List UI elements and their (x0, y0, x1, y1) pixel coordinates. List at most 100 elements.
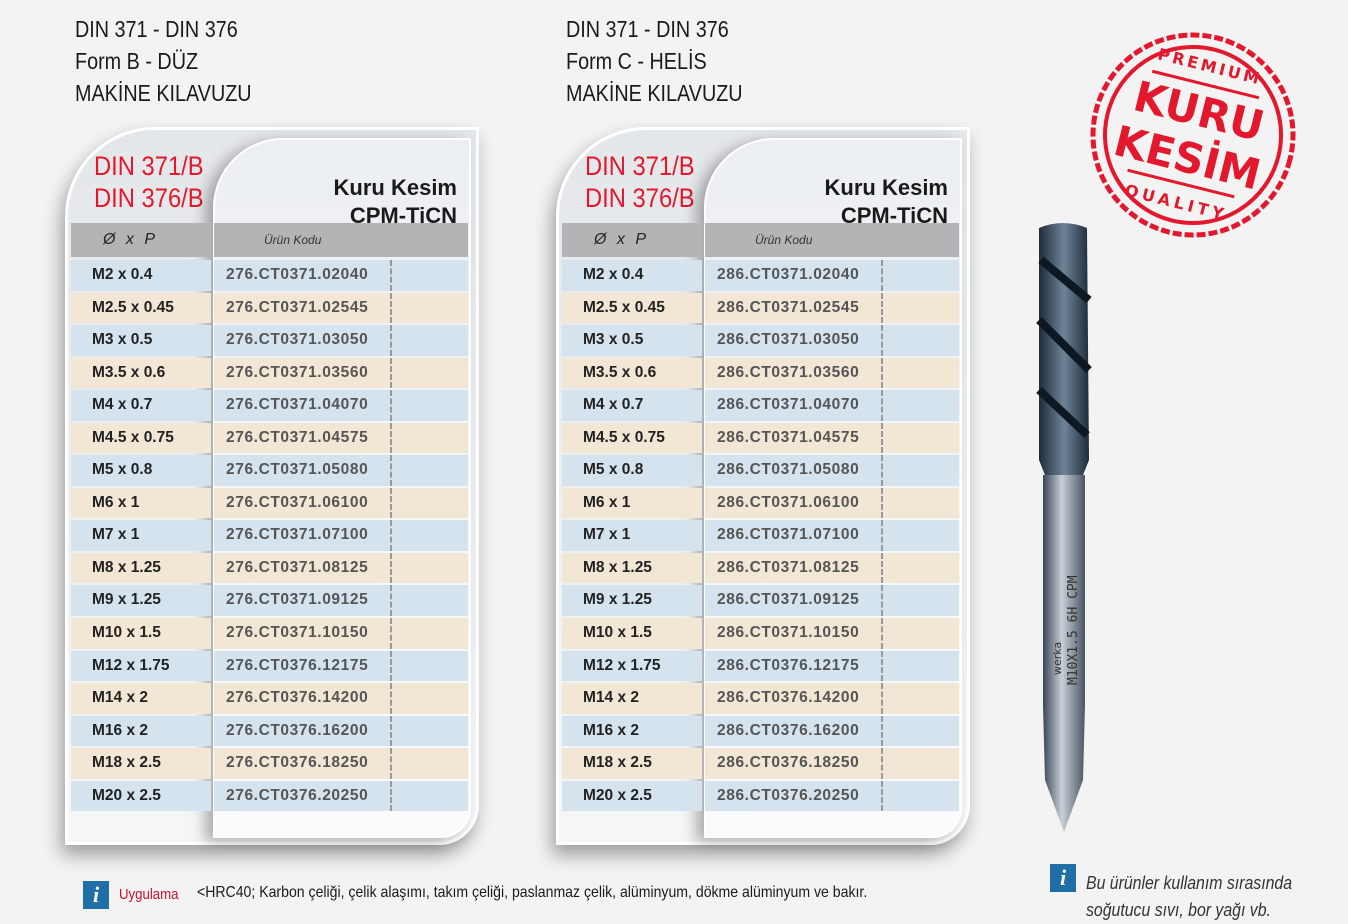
table-row: M5 x 0.8 286.CT0371.05080 (562, 455, 959, 486)
footer-label: Uygulama (119, 886, 179, 903)
table-row: M5 x 0.8 276.CT0371.05080 (71, 455, 468, 486)
coating-label: Kuru Kesim CPM-TiCN (825, 174, 948, 230)
table-row: M2 x 0.4 276.CT0371.02040 (71, 260, 468, 291)
table-row: M3 x 0.5 276.CT0371.03050 (71, 325, 468, 356)
empty-cell (883, 520, 959, 551)
empty-cell (392, 422, 468, 454)
column-header-code: Ürün Kodu (214, 223, 468, 257)
empty-cell (392, 292, 468, 324)
product-code-cell: 276.CT0371.03050 (214, 325, 392, 356)
empty-cell (883, 748, 959, 779)
table-row: M3.5 x 0.6 276.CT0371.03560 (71, 357, 468, 389)
side-note: Bu ürünler kullanım sırasında soğutucu s… (1086, 870, 1292, 924)
coating-line: Kuru Kesim (333, 175, 457, 200)
size-cell: M2.5 x 0.45 (562, 292, 702, 324)
table-row: M14 x 2 276.CT0376.14200 (71, 683, 468, 714)
table-row: M3.5 x 0.6 286.CT0371.03560 (562, 357, 959, 389)
table-row: M4 x 0.7 276.CT0371.04070 (71, 390, 468, 421)
product-code-cell: 276.CT0371.08125 (214, 552, 392, 584)
product-code-cell: 276.CT0371.09125 (214, 585, 392, 616)
size-cell: M10 x 1.5 (562, 618, 702, 649)
empty-cell (392, 650, 468, 682)
table-row: M12 x 1.75 276.CT0376.12175 (71, 650, 468, 682)
column-header-size: Ø x P (71, 223, 211, 257)
size-cell: M16 x 2 (562, 715, 702, 747)
empty-cell (883, 357, 959, 389)
table-row: M18 x 2.5 276.CT0376.18250 (71, 748, 468, 779)
size-cell: M5 x 0.8 (562, 455, 702, 486)
size-cell: M7 x 1 (562, 520, 702, 551)
product-code-cell: 286.CT0371.03560 (705, 357, 883, 389)
product-code-cell: 286.CT0376.20250 (705, 780, 883, 812)
table-row: M20 x 2.5 286.CT0376.20250 (562, 780, 959, 812)
empty-cell (392, 325, 468, 356)
size-cell: M3 x 0.5 (71, 325, 211, 356)
product-code-cell: 286.CT0376.18250 (705, 748, 883, 779)
product-code-cell: 276.CT0376.20250 (214, 780, 392, 812)
empty-cell (883, 618, 959, 649)
coating-line: Kuru Kesim (824, 175, 948, 200)
din-line: DIN 371/B (585, 151, 695, 181)
product-code-cell: 286.CT0371.04575 (705, 422, 883, 454)
premium-kuru-kesim-stamp: PREMIUM KURU KESİM QUALITY (1090, 32, 1296, 238)
size-cell: M4 x 0.7 (562, 390, 702, 421)
product-code-cell: 276.CT0376.18250 (214, 748, 392, 779)
table-row: M10 x 1.5 286.CT0371.10150 (562, 618, 959, 649)
size-cell: M14 x 2 (71, 683, 211, 714)
din-line: DIN 376/B (585, 183, 695, 213)
empty-cell (392, 780, 468, 812)
table-row: M4 x 0.7 286.CT0371.04070 (562, 390, 959, 421)
table-body: M2 x 0.4 276.CT0371.02040 M2.5 x 0.45 276.C… (71, 260, 468, 813)
empty-cell (883, 455, 959, 486)
table-row: M16 x 2 286.CT0376.16200 (562, 715, 959, 747)
size-cell: M3.5 x 0.6 (562, 357, 702, 389)
table-row: M4.5 x 0.75 286.CT0371.04575 (562, 422, 959, 454)
table-row: M18 x 2.5 286.CT0376.18250 (562, 748, 959, 779)
title-line: MAKİNE KILAVUZU (566, 80, 743, 106)
size-cell: M20 x 2.5 (71, 780, 211, 812)
size-cell: M7 x 1 (71, 520, 211, 551)
info-icon: i (1050, 864, 1076, 892)
product-code-cell: 276.CT0371.06100 (214, 487, 392, 519)
table-row: M4.5 x 0.75 276.CT0371.04575 (71, 422, 468, 454)
product-code-cell: 276.CT0376.14200 (214, 683, 392, 714)
table-row: M8 x 1.25 276.CT0371.08125 (71, 552, 468, 584)
empty-cell (392, 260, 468, 291)
table-body: M2 x 0.4 286.CT0371.02040 M2.5 x 0.45 286.C… (562, 260, 959, 813)
empty-cell (392, 520, 468, 551)
product-code-cell: 286.CT0371.02545 (705, 292, 883, 324)
table-row: M9 x 1.25 286.CT0371.09125 (562, 585, 959, 616)
din-line: DIN 376/B (94, 183, 204, 213)
empty-cell (883, 390, 959, 421)
size-cell: M2 x 0.4 (71, 260, 211, 291)
product-code-cell: 286.CT0371.03050 (705, 325, 883, 356)
table-title-right: DIN 371 - DIN 376 Form C - HELİS MAKİNE … (566, 13, 743, 109)
size-cell: M9 x 1.25 (71, 585, 211, 616)
table-row: M7 x 1 276.CT0371.07100 (71, 520, 468, 551)
product-code-cell: 276.CT0371.10150 (214, 618, 392, 649)
table-row: M20 x 2.5 276.CT0376.20250 (71, 780, 468, 812)
size-cell: M4.5 x 0.75 (71, 422, 211, 454)
table-row: M2 x 0.4 286.CT0371.02040 (562, 260, 959, 291)
empty-cell (883, 260, 959, 291)
product-code-cell: 276.CT0371.05080 (214, 455, 392, 486)
din-line: DIN 371/B (94, 151, 204, 181)
empty-cell (883, 780, 959, 812)
footer-application-text: <HRC40; Karbon çeliği, çelik alaşımı, ta… (197, 884, 868, 901)
size-cell: M14 x 2 (562, 683, 702, 714)
product-code-cell: 286.CT0376.14200 (705, 683, 883, 714)
table-row: M9 x 1.25 276.CT0371.09125 (71, 585, 468, 616)
empty-cell (883, 487, 959, 519)
table-row: M12 x 1.75 286.CT0376.12175 (562, 650, 959, 682)
table-row: M6 x 1 286.CT0371.06100 (562, 487, 959, 519)
size-cell: M2 x 0.4 (562, 260, 702, 291)
product-code-cell: 286.CT0376.16200 (705, 715, 883, 747)
table-row: M14 x 2 286.CT0376.14200 (562, 683, 959, 714)
size-cell: M12 x 1.75 (71, 650, 211, 682)
size-cell: M6 x 1 (71, 487, 211, 519)
empty-cell (883, 552, 959, 584)
product-code-cell: 276.CT0371.07100 (214, 520, 392, 551)
empty-cell (883, 715, 959, 747)
product-table-form-b: DIN 371/B DIN 376/B Kuru Kesim CPM-TiCN Ø … (65, 127, 479, 845)
product-code-cell: 276.CT0371.04070 (214, 390, 392, 421)
